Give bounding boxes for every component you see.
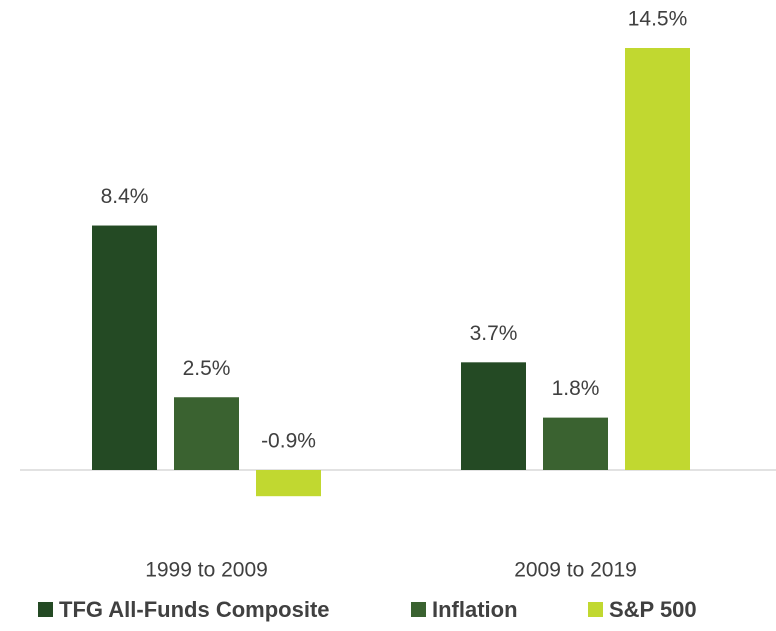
x-tick-label: 2009 to 2019 — [514, 559, 637, 582]
x-tick-label: 1999 to 2009 — [145, 559, 268, 582]
bar — [625, 48, 690, 470]
legend-label: TFG All-Funds Composite — [59, 597, 330, 622]
bar — [543, 418, 608, 470]
legend-swatch — [588, 602, 603, 617]
bar — [92, 226, 157, 470]
bar — [256, 470, 321, 496]
legend-swatch — [38, 602, 53, 617]
chart: 1999 to 2009 8.4% 2.5% -0.9% 2009 to 2019 3.7… — [0, 0, 776, 631]
data-label: -0.9% — [261, 430, 316, 453]
legend-label: Inflation — [432, 597, 518, 622]
bar — [174, 397, 239, 470]
data-label: 1.8% — [552, 377, 600, 400]
data-label: 3.7% — [470, 322, 518, 345]
data-label: 2.5% — [183, 357, 231, 380]
legend-label: S&P 500 — [609, 597, 697, 622]
data-label: 14.5% — [628, 8, 688, 31]
legend-swatch — [411, 602, 426, 617]
data-label: 8.4% — [101, 185, 149, 208]
bar — [461, 362, 526, 470]
